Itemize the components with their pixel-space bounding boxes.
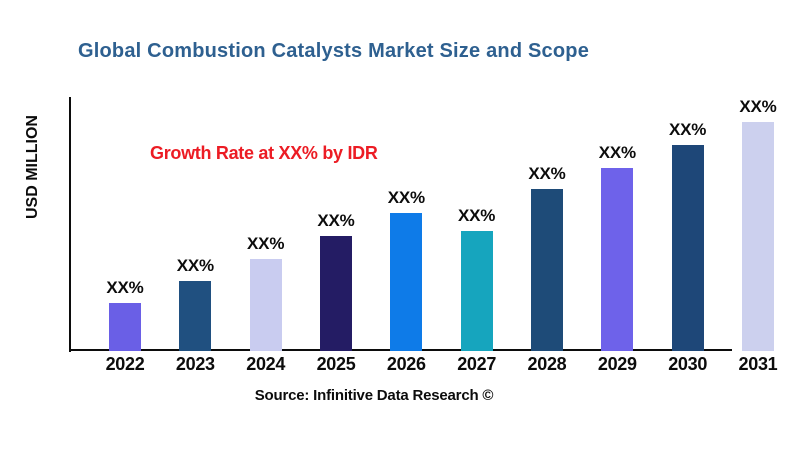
bar-group-2030: XX% (652, 120, 724, 351)
bar-2024 (249, 259, 282, 351)
x-tick-label-2024: 2024 (246, 354, 286, 374)
x-tick-label-2028: 2028 (527, 354, 567, 374)
x-tick-label-2023: 2023 (175, 354, 215, 374)
bar-group-2027: XX% (441, 206, 513, 351)
y-axis-label: USD MILLION (24, 115, 41, 219)
x-tick-label-2030: 2030 (668, 354, 708, 374)
bar-group-2031: XX% (722, 97, 794, 351)
bar-2030 (671, 145, 704, 351)
bar-2027 (460, 231, 493, 351)
bar-value-label-2028: XX% (528, 164, 566, 183)
bar-group-2028: XX% (511, 164, 583, 351)
bar-2025 (319, 236, 352, 351)
bar-value-label-2023: XX% (176, 256, 214, 275)
bar-value-label-2022: XX% (106, 278, 144, 297)
bar-value-label-2027: XX% (458, 206, 496, 225)
y-axis-line (69, 97, 71, 352)
x-tick-label-2027: 2027 (457, 354, 497, 374)
bar-group-2024: XX% (230, 234, 302, 351)
growth-rate-annotation: Growth Rate at XX% by IDR (150, 143, 378, 163)
bar-value-label-2026: XX% (387, 188, 425, 207)
bar-2031 (741, 122, 774, 351)
x-tick-label-2022: 2022 (105, 354, 145, 374)
bar-group-2023: XX% (159, 256, 231, 351)
bar-value-label-2025: XX% (317, 211, 355, 230)
bar-value-label-2030: XX% (669, 120, 707, 139)
x-tick-label-2029: 2029 (597, 354, 637, 374)
bar-value-label-2029: XX% (598, 143, 636, 162)
bar-2029 (601, 168, 634, 351)
bar-group-2026: XX% (370, 188, 442, 351)
source-caption: Source: Infinitive Data Research © (254, 387, 494, 404)
bar-value-label-2031: XX% (739, 97, 777, 116)
bar-value-label-2024: XX% (247, 234, 285, 253)
x-tick-label-2031: 2031 (738, 354, 778, 374)
bar-2028 (530, 189, 563, 351)
bar-group-2029: XX% (581, 143, 653, 351)
page-title: Global Combustion Catalysts Market Size … (78, 40, 590, 62)
x-tick-label-2025: 2025 (316, 354, 356, 374)
bar-2026 (390, 213, 423, 351)
bar-group-2022: XX% (89, 278, 161, 351)
bar-2022 (109, 303, 141, 351)
bar-group-2025: XX% (300, 211, 372, 351)
x-tick-label-2026: 2026 (386, 354, 426, 374)
bar-2023 (179, 281, 212, 351)
